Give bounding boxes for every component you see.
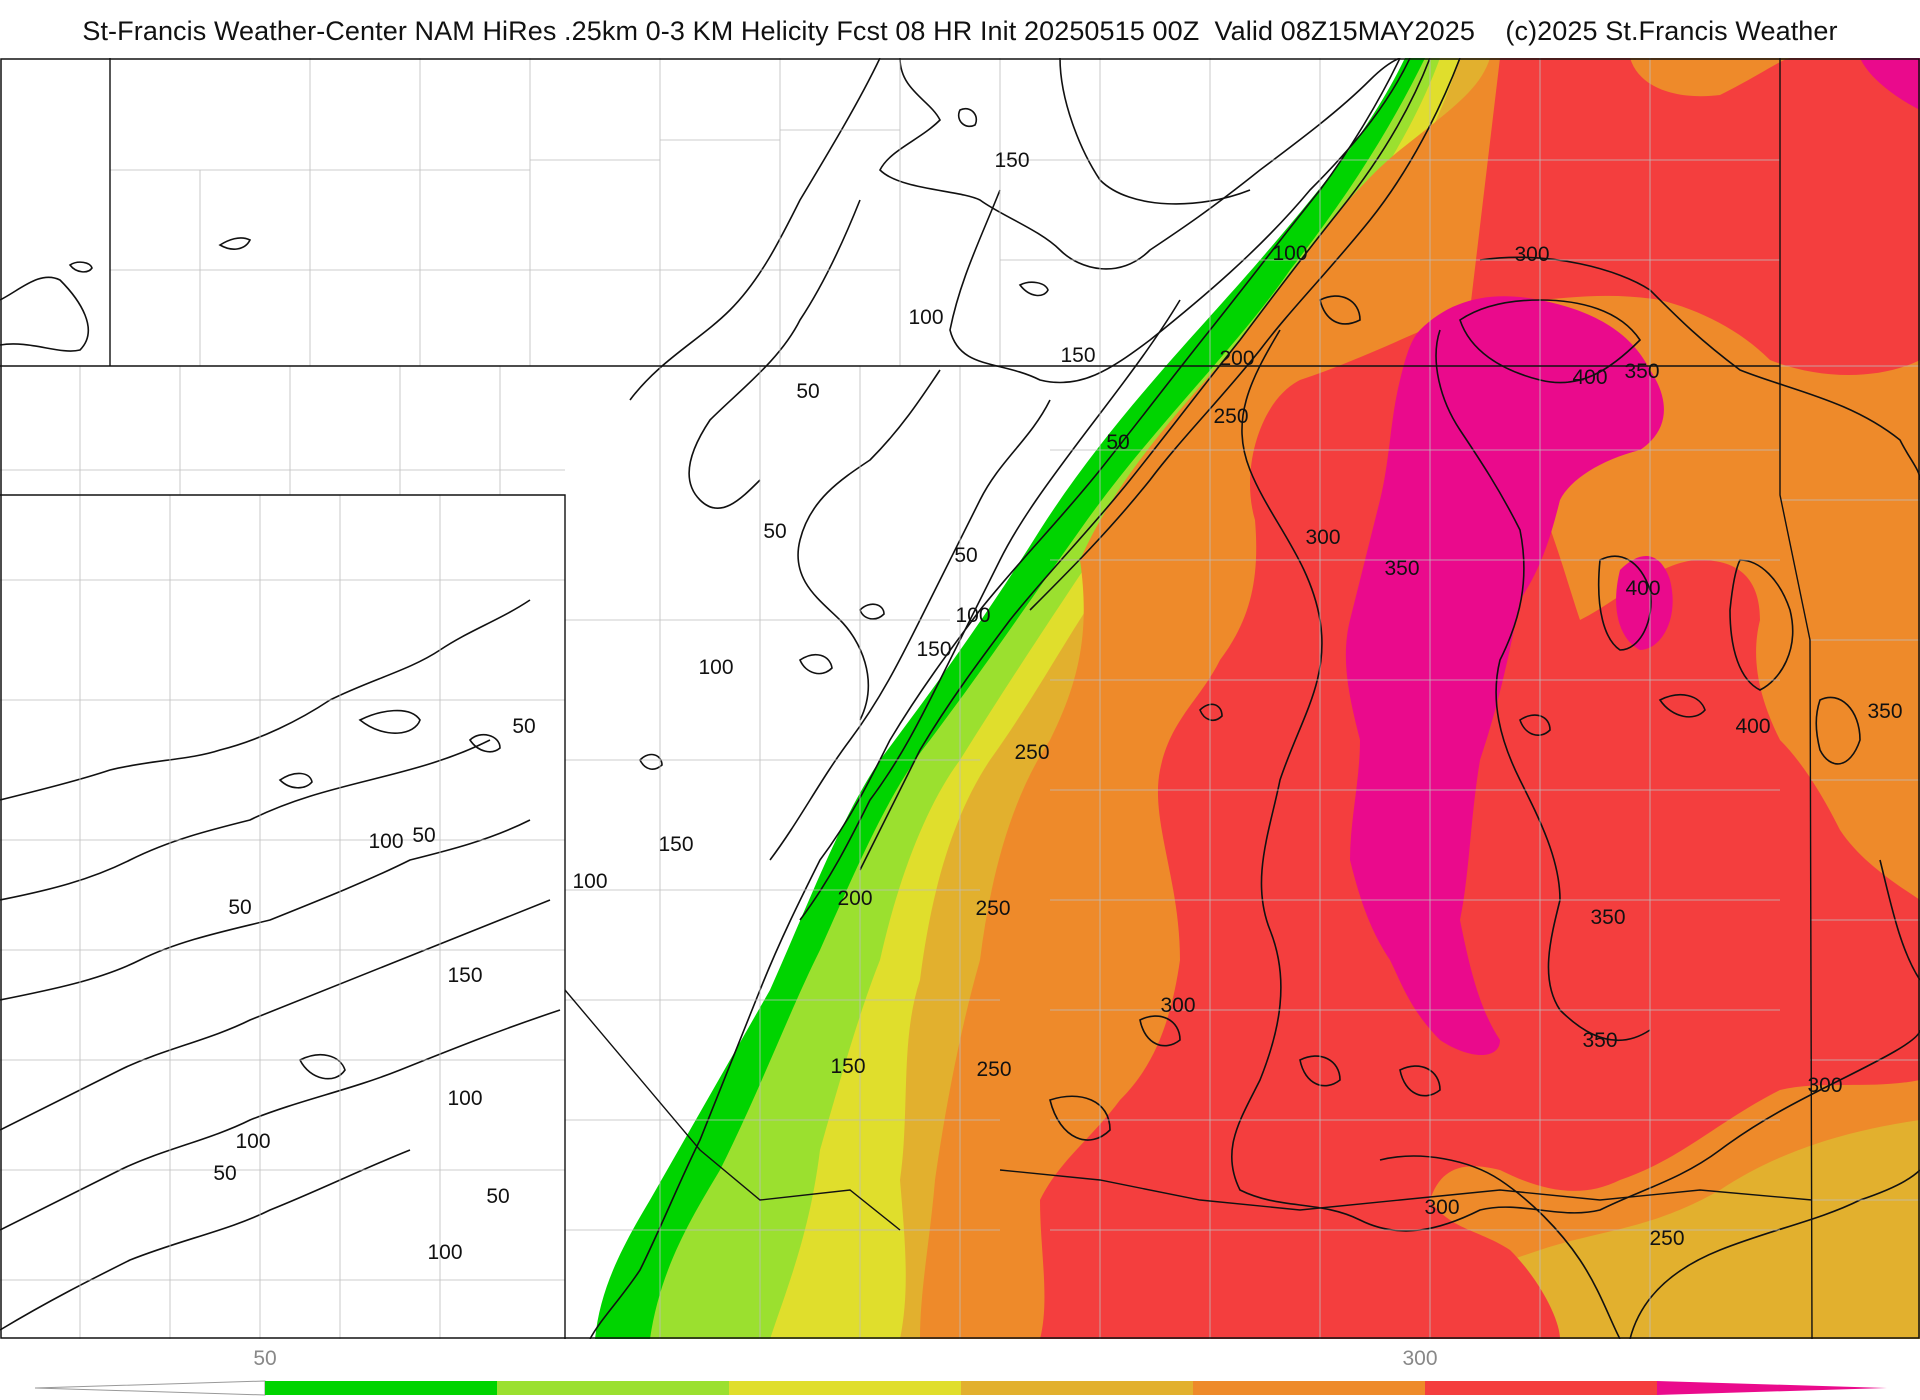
county-boundaries	[0, 58, 1920, 1339]
contour-label: 350	[1582, 1029, 1617, 1052]
band-350-east	[1616, 556, 1673, 650]
contour-label: 100	[908, 306, 943, 329]
contour-labels: 150 100 100 150 50 50 50 50 100 150 100 …	[213, 149, 1902, 1264]
contour-label: 100	[447, 1087, 482, 1110]
band-350-ne	[1860, 58, 1920, 110]
contour-label: 350	[1590, 906, 1625, 929]
contour-label: 300	[1807, 1074, 1842, 1097]
contour-label: 100	[427, 1241, 462, 1264]
helicity-contours	[0, 58, 1920, 1339]
band-350	[1345, 296, 1664, 1055]
helicity-fill-bands	[595, 58, 1920, 1339]
contour-label: 50	[486, 1185, 509, 1208]
colorbar-segment	[265, 1381, 497, 1395]
contour-label: 100	[698, 656, 733, 679]
contour-label: 100	[1272, 242, 1307, 265]
contour-label: 400	[1625, 577, 1660, 600]
colorbar-segment	[729, 1381, 961, 1395]
contour-label: 150	[447, 964, 482, 987]
contour-label: 50	[213, 1162, 236, 1185]
contour-label: 50	[412, 824, 435, 847]
contour-label: 50	[796, 380, 819, 403]
contour-label: 300	[1160, 994, 1195, 1017]
contour-label: 50	[763, 520, 786, 543]
contour-label: 50	[1106, 431, 1129, 454]
colorbar: 50 300	[34, 1347, 1887, 1396]
contour-label: 300	[1514, 243, 1549, 266]
contour-label: 100	[368, 830, 403, 853]
contour-label: 50	[228, 896, 251, 919]
contour-label: 250	[1014, 741, 1049, 764]
chart-title: St-Francis Weather-Center NAM HiRes .25k…	[82, 16, 1838, 46]
contour-label: 50	[512, 715, 535, 738]
contour-label: 50	[954, 544, 977, 567]
colorbar-tick-label: 300	[1402, 1347, 1437, 1370]
contour-label: 250	[1213, 405, 1248, 428]
contour-label: 250	[976, 1058, 1011, 1081]
contour-label: 300	[1424, 1196, 1459, 1219]
contour-label: 150	[658, 833, 693, 856]
colorbar-left-arrow	[34, 1380, 266, 1396]
contour-label: 100	[572, 870, 607, 893]
contour-label: 150	[994, 149, 1029, 172]
contour-label: 350	[1867, 700, 1902, 723]
colorbar-right-arrow	[1657, 1381, 1887, 1395]
contour-label: 200	[1219, 347, 1254, 370]
contour-label: 150	[1060, 344, 1095, 367]
colorbar-segment	[1193, 1381, 1425, 1395]
state-boundaries	[0, 58, 1813, 1339]
contour-label: 400	[1572, 366, 1607, 389]
contour-label: 350	[1624, 360, 1659, 383]
contour-label: 250	[1649, 1227, 1684, 1250]
contour-label: 350	[1384, 557, 1419, 580]
contour-label: 100	[235, 1130, 270, 1153]
contour-label: 100	[955, 604, 990, 627]
colorbar-segment	[497, 1381, 729, 1395]
contour-label: 300	[1305, 526, 1340, 549]
contour-label: 150	[830, 1055, 865, 1078]
colorbar-segment	[1425, 1381, 1657, 1395]
contour-label: 250	[975, 897, 1010, 920]
helicity-map: 150 100 100 150 50 50 50 50 100 150 100 …	[0, 58, 1920, 1339]
contour-label: 400	[1735, 715, 1770, 738]
contour-label: 150	[916, 638, 951, 661]
contour-label: 200	[837, 887, 872, 910]
colorbar-segment	[961, 1381, 1193, 1395]
colorbar-tick-label: 50	[253, 1347, 276, 1370]
